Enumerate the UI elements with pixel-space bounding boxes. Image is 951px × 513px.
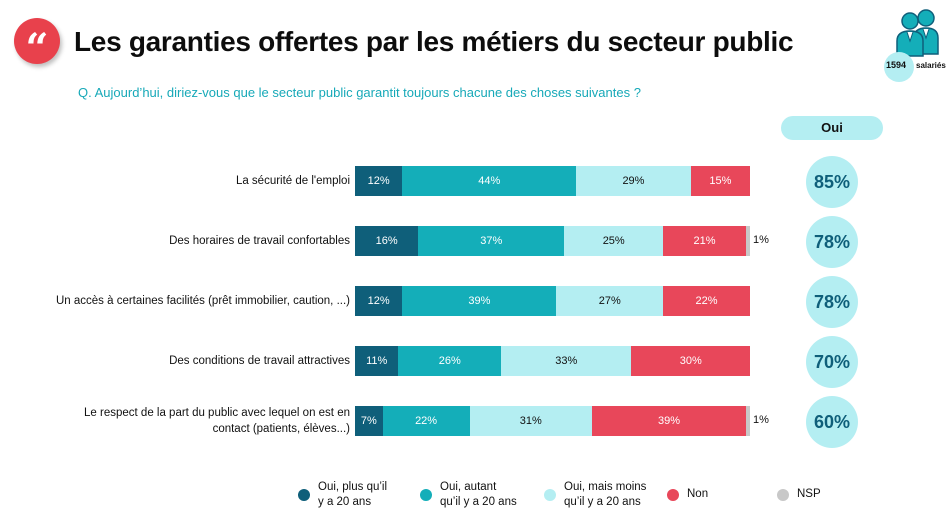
segment-value-label: 29% (622, 175, 645, 187)
legend-swatch (298, 489, 310, 501)
bar-segment-light: 27% (556, 286, 664, 316)
bar-segment-light: 25% (564, 226, 664, 256)
bar-segment-dark: 7% (355, 406, 383, 436)
segment-value-label: 22% (415, 415, 438, 427)
quote-badge: “ (14, 18, 60, 72)
segment-value-label: 44% (478, 175, 501, 187)
bar-segment-red: 21% (663, 226, 747, 256)
legend-label: Oui, autant qu’il y a 20 ans (440, 481, 517, 508)
oui-total-circle: 70% (806, 336, 858, 388)
bar-segment-dark: 11% (355, 346, 399, 376)
oui-total-circle: 78% (806, 216, 858, 268)
row-label: Des conditions de travail attractives (169, 355, 350, 367)
sample-size-badge: 1594 salariés (884, 8, 948, 82)
oui-total-circle: 78% (806, 276, 858, 328)
segment-value-label: 39% (468, 295, 491, 307)
segment-value-label: 25% (602, 235, 625, 247)
bar-segment-nsp (746, 406, 750, 436)
bar-segment-dark: 16% (355, 226, 419, 256)
legend-swatch (544, 489, 556, 501)
row-label: La sécurité de l'emploi (235, 175, 350, 187)
oui-total-circle: 85% (806, 156, 858, 208)
segment-value-label: 22% (695, 295, 718, 307)
question-text: Q. Aujourd’hui, diriez-vous que le secte… (78, 85, 641, 100)
bar-segment-teal: 37% (418, 226, 565, 256)
row-label: Un accès à certaines facilités (prêt imm… (55, 295, 350, 307)
nsp-value-label: 1% (753, 234, 769, 246)
segment-value-label: 31% (519, 415, 542, 427)
segment-value-label: 12% (367, 175, 390, 187)
segment-value-label: 37% (480, 235, 503, 247)
oui-column-header: Oui (781, 116, 883, 140)
bar-segment-light: 33% (501, 346, 632, 376)
bar-segment-red: 39% (591, 406, 747, 436)
bar-row: 12% 39% 27% 22% (355, 286, 750, 316)
legend-label: Oui, plus qu’il y a 20 ans (318, 481, 388, 508)
legend-swatch (667, 488, 679, 501)
bar-row: 16% 37% 25% 21% (355, 226, 750, 256)
bar-segment-dark: 12% (355, 286, 403, 316)
bar-segment-teal: 22% (382, 406, 470, 436)
legend-item-red: Non (667, 487, 708, 502)
legend-swatch (420, 489, 432, 501)
people-icon (896, 9, 939, 57)
segment-value-label: 33% (555, 355, 578, 367)
segment-value-label: 7% (360, 415, 377, 427)
legend-item-nsp: NSP (777, 487, 821, 502)
bar-row: 7% 22% 31% 39% (355, 406, 750, 436)
legend-item-teal: Oui, autant qu’il y a 20 ans (420, 480, 517, 510)
row-label: Des horaires de travail confortables (169, 235, 350, 247)
segment-value-label: 21% (693, 235, 716, 247)
nsp-value-label: 1% (753, 414, 769, 426)
row-label: Le respect de la part du public avec leq… (84, 407, 350, 435)
legend-item-dark: Oui, plus qu’il y a 20 ans (298, 480, 387, 510)
bar-segment-red: 30% (631, 346, 750, 376)
quote-icon: “ (25, 25, 49, 72)
sample-label: salariés (916, 61, 946, 70)
oui-total-circle: 60% (806, 396, 858, 448)
bar-segment-light: 31% (469, 406, 592, 436)
segment-value-label: 15% (709, 175, 732, 187)
segment-value-label: 12% (367, 295, 390, 307)
segment-value-label: 30% (679, 355, 702, 367)
legend-item-light: Oui, mais moins qu’il y a 20 ans (544, 480, 646, 510)
bar-segment-nsp (746, 226, 750, 256)
bar-segment-red: 22% (663, 286, 750, 316)
legend-label: Oui, mais moins qu’il y a 20 ans (564, 481, 647, 508)
bar-segment-teal: 26% (398, 346, 502, 376)
segment-value-label: 39% (657, 415, 680, 427)
segment-value-label: 11% (366, 355, 388, 367)
segment-value-label: 16% (375, 235, 398, 247)
bar-row: 11% 26% 33% 30% (355, 346, 750, 376)
bar-row: 12% 44% 29% 15% (355, 166, 750, 196)
bar-segment-teal: 39% (402, 286, 557, 316)
bar-segment-red: 15% (690, 166, 750, 196)
chart-legend: Oui, plus qu’il y a 20 ans Oui, autant qu… (0, 478, 951, 510)
segment-value-label: 27% (598, 295, 621, 307)
bar-segment-dark: 12% (355, 166, 403, 196)
segment-value-label: 26% (438, 355, 461, 367)
legend-label: NSP (797, 488, 821, 500)
legend-swatch (777, 488, 789, 501)
bar-segment-light: 29% (576, 166, 691, 196)
legend-label: Non (687, 488, 709, 500)
sample-count: 1594 (886, 60, 907, 70)
page-title: Les garanties offertes par les métiers d… (74, 26, 794, 57)
sample-count-circle (884, 52, 914, 82)
bar-segment-teal: 44% (402, 166, 577, 196)
